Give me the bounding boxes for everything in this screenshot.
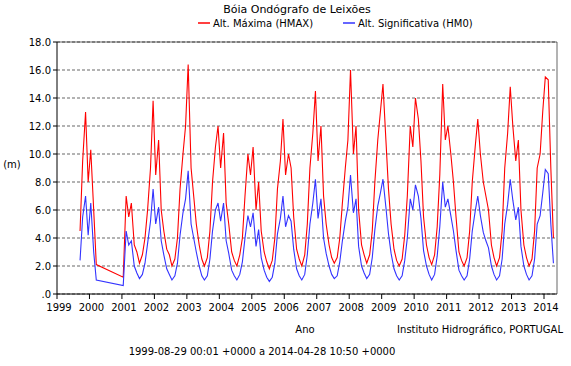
x-tick-label: 2006: [274, 302, 299, 313]
x-tick: [316, 294, 317, 299]
x-tick-label: 2014: [533, 302, 558, 313]
grid-line: [57, 98, 557, 99]
y-tick-label: 6.0: [35, 205, 51, 216]
y-tick: [53, 154, 57, 155]
y-tick-label: 12.0: [29, 121, 51, 132]
x-axis: [57, 294, 557, 295]
y-tick-label: 14.0: [29, 93, 51, 104]
x-tick: [511, 294, 512, 299]
grid-line: [57, 126, 557, 127]
y-tick-label: 16.0: [29, 65, 51, 76]
x-tick: [414, 294, 415, 299]
y-tick-label: .0: [41, 289, 51, 300]
y-axis: [57, 42, 58, 294]
credit: Instituto Hidrográfico, PORTUGAL: [397, 324, 563, 335]
x-tick-label: 2010: [403, 302, 428, 313]
x-tick-label: 2005: [241, 302, 266, 313]
x-tick-label: 1999: [46, 302, 71, 313]
legend: Alt. Máxima (HMAX) Alt. Significativa (HM…: [198, 18, 473, 29]
x-tick: [381, 294, 382, 299]
x-tick-label: 2008: [338, 302, 363, 313]
x-tick-label: 2000: [79, 302, 104, 313]
y-tick-label: 10.0: [29, 149, 51, 160]
date-range: 1999-08-29 00:01 +0000 a 2014-04-28 10:5…: [129, 346, 396, 357]
title: Bóia Ondógrafo de Leixões: [223, 3, 371, 16]
x-tick-label: 2002: [144, 302, 169, 313]
grid-line: [57, 238, 557, 239]
grid-line: [57, 154, 557, 155]
background: [0, 0, 571, 366]
x-tick: [121, 294, 122, 299]
legend-swatch: [198, 22, 210, 24]
x-tick: [544, 294, 545, 299]
grid-line: [57, 182, 557, 183]
x-tick-label: 2012: [468, 302, 493, 313]
x-tick: [349, 294, 350, 299]
x-tick-label: 2007: [306, 302, 331, 313]
y-tick: [53, 42, 57, 43]
frame-top: [57, 42, 557, 43]
x-tick-label: 2001: [111, 302, 136, 313]
y-tick-label: 2.0: [35, 261, 51, 272]
grid-line: [57, 294, 557, 295]
x-tick-label: 2009: [371, 302, 396, 313]
legend-label: Alt. Máxima (HMAX): [213, 18, 313, 29]
x-tick-label: 2003: [176, 302, 201, 313]
legend-label: Alt. Significativa (HM0): [358, 18, 473, 29]
y-tick-label: 4.0: [35, 233, 51, 244]
x-tick-label: 2013: [501, 302, 526, 313]
x-tick: [479, 294, 480, 299]
y-tick: [53, 266, 57, 267]
x-tick: [89, 294, 90, 299]
y-tick: [53, 210, 57, 211]
y-tick: [53, 238, 57, 239]
y-axis-label: (m): [3, 159, 21, 170]
grid-line: [57, 42, 557, 43]
y-tick: [53, 182, 57, 183]
x-tick-label: 2004: [209, 302, 234, 313]
legend-swatch: [343, 22, 355, 24]
y-tick: [53, 126, 57, 127]
x-tick-label: 2011: [436, 302, 461, 313]
plot-data: [80, 64, 553, 285]
series-line: [80, 64, 553, 277]
y-tick: [53, 98, 57, 99]
grid: [57, 42, 557, 294]
y-tick-label: 8.0: [35, 177, 51, 188]
chart: Bóia Ondógrafo de Leixões Alt. Máxima (HM…: [0, 0, 571, 366]
series-line: [80, 169, 553, 285]
x-axis-label: Ano: [295, 324, 314, 335]
grid-line: [57, 266, 557, 267]
frame-right: [557, 42, 558, 294]
x-tick: [284, 294, 285, 299]
y-tick: [53, 294, 57, 295]
x-tick: [219, 294, 220, 299]
x-tick: [57, 294, 58, 299]
x-tick: [251, 294, 252, 299]
grid-line: [57, 70, 557, 71]
x-tick: [154, 294, 155, 299]
y-tick-label: 18.0: [29, 37, 51, 48]
x-tick: [446, 294, 447, 299]
y-tick: [53, 70, 57, 71]
x-tick: [186, 294, 187, 299]
